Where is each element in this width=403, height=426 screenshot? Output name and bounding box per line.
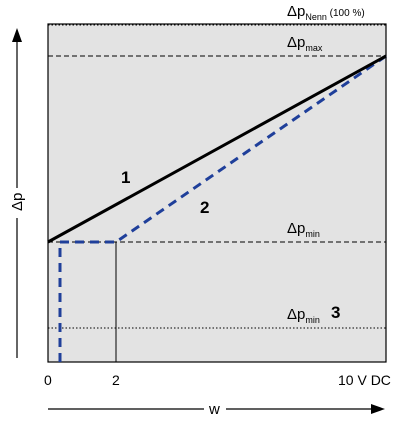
dp-min-label: Δpmin [287, 220, 320, 239]
x-tick-2: 2 [112, 372, 120, 388]
x-axis-arrowhead [371, 404, 385, 414]
curve-2 [58, 54, 387, 362]
curve-1 [47, 54, 387, 244]
dp-min3-label: Δpmin [287, 306, 320, 325]
curve-3-label: 3 [331, 303, 340, 322]
y-axis-label: Δp [9, 193, 26, 211]
dp-nenn-label: ΔpNenn (100 %) [287, 3, 365, 22]
plot-area [47, 23, 387, 363]
x-tick-10: 10 V DC [338, 372, 391, 388]
curve-1-label: 1 [121, 168, 130, 187]
x-axis-label: w [208, 401, 220, 418]
dp-max-label: Δpmax [287, 34, 323, 53]
x-tick-0: 0 [44, 372, 52, 388]
curve-2-label: 2 [200, 198, 209, 217]
y-axis-label-bg [8, 188, 26, 218]
y-axis-arrowhead [12, 28, 22, 42]
